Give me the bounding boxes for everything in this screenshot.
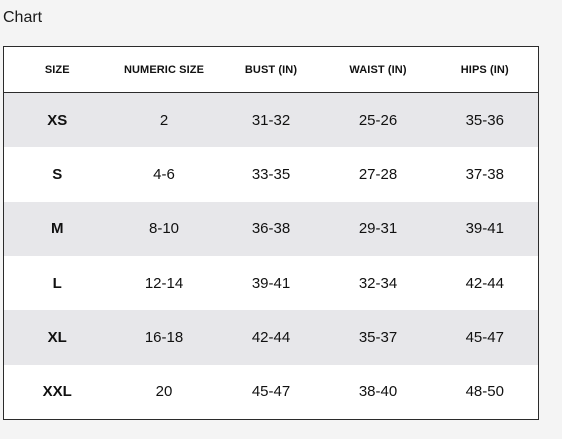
size-cell: L <box>3 255 111 311</box>
numeric-size-cell: 20 <box>110 364 218 420</box>
table-row: L 12-14 39-41 32-34 42-44 <box>3 255 539 311</box>
table-header-row: SIZE NUMERIC SIZE BUST (IN) WAIST (IN) H… <box>3 46 539 93</box>
bust-cell: 45-47 <box>217 364 325 420</box>
page-title: Chart <box>3 9 43 26</box>
waist-cell: 32-34 <box>324 255 432 311</box>
header-numeric-size: NUMERIC SIZE <box>110 46 218 93</box>
hips-cell: 35-36 <box>431 92 539 148</box>
waist-cell: 38-40 <box>324 364 432 420</box>
hips-cell: 45-47 <box>431 310 539 365</box>
waist-cell: 35-37 <box>324 310 432 365</box>
size-cell: XS <box>3 92 111 148</box>
bust-cell: 36-38 <box>217 201 325 256</box>
size-cell: M <box>3 201 111 256</box>
header-size: SIZE <box>3 46 111 93</box>
waist-cell: 27-28 <box>324 147 432 202</box>
waist-cell: 29-31 <box>324 201 432 256</box>
hips-cell: 37-38 <box>431 147 539 202</box>
numeric-size-cell: 16-18 <box>110 310 218 365</box>
size-cell: S <box>3 147 111 202</box>
table-row: M 8-10 36-38 29-31 39-41 <box>3 201 539 256</box>
table-row: S 4-6 33-35 27-28 37-38 <box>3 147 539 202</box>
table-row: XS 2 31-32 25-26 35-36 <box>3 92 539 148</box>
header-bust: BUST (IN) <box>217 46 325 93</box>
numeric-size-cell: 4-6 <box>110 147 218 202</box>
hips-cell: 39-41 <box>431 201 539 256</box>
bust-cell: 42-44 <box>217 310 325 365</box>
numeric-size-cell: 8-10 <box>110 201 218 256</box>
header-waist: WAIST (IN) <box>324 46 432 93</box>
bust-cell: 39-41 <box>217 255 325 311</box>
waist-cell: 25-26 <box>324 92 432 148</box>
hips-cell: 42-44 <box>431 255 539 311</box>
bust-cell: 33-35 <box>217 147 325 202</box>
table-row: XXL 20 45-47 38-40 48-50 <box>3 364 539 420</box>
hips-cell: 48-50 <box>431 364 539 420</box>
header-hips: HIPS (IN) <box>431 46 539 93</box>
size-cell: XXL <box>3 364 111 420</box>
numeric-size-cell: 2 <box>110 92 218 148</box>
size-cell: XL <box>3 310 111 365</box>
numeric-size-cell: 12-14 <box>110 255 218 311</box>
size-chart-table: SIZE NUMERIC SIZE BUST (IN) WAIST (IN) H… <box>3 46 539 420</box>
bust-cell: 31-32 <box>217 92 325 148</box>
table-row: XL 16-18 42-44 35-37 45-47 <box>3 310 539 365</box>
